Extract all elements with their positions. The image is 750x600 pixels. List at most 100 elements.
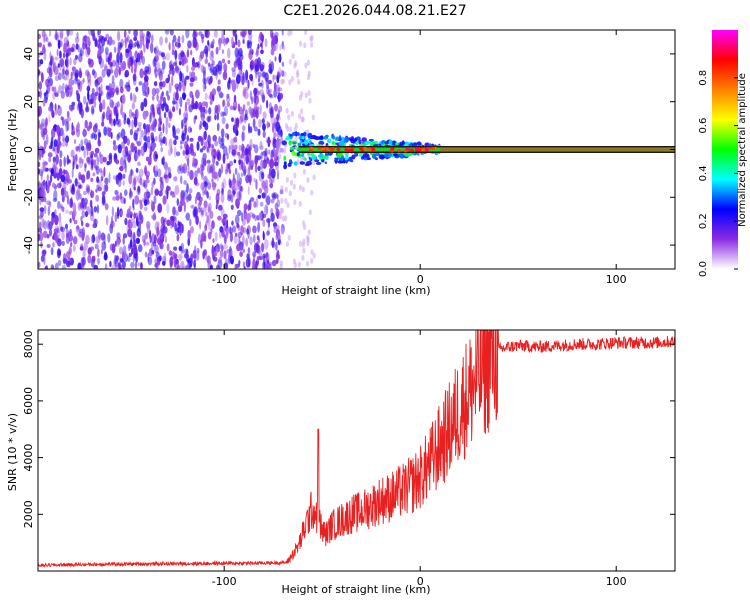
spectrogram-transition-cell <box>283 161 287 166</box>
spectrogram-noise-cell <box>246 101 251 106</box>
spectrogram-noise-cell <box>109 99 114 108</box>
spectrogram-noise-cell <box>220 128 225 138</box>
spectrogram-noise-cell <box>93 264 98 269</box>
spectrogram-noise-cell <box>173 246 178 251</box>
spectrogram-noise-cell <box>278 105 283 113</box>
spectrogram-noise-cell <box>75 43 79 50</box>
spectrogram-noise-cell <box>259 104 262 115</box>
spectrogram-noise-cell <box>222 213 228 219</box>
spectrogram-noise-cell <box>199 135 204 141</box>
spectrogram-noise-cell <box>170 146 173 155</box>
spectrogram-noise-cell <box>38 118 41 129</box>
spectrogram-noise-cell <box>226 249 231 254</box>
spectrogram-noise-cell <box>156 225 160 237</box>
spectrogram-noise-cell <box>139 177 143 186</box>
colorbar: 0.0 0.2 0.4 0.6 0.8 Normalized spectral ampl… <box>698 30 748 277</box>
spectrogram-noise-cell <box>124 217 128 226</box>
carrier-peak-cell <box>344 148 349 151</box>
spectrogram-noise-cell <box>54 209 57 216</box>
spectrogram-noise-cell <box>225 38 229 45</box>
spectrogram-noise-cell <box>54 92 59 98</box>
spectrogram-noise-cell <box>116 30 121 42</box>
spectrogram-noise-cell <box>151 95 155 101</box>
spectrogram-noise-cell <box>124 189 128 196</box>
spectrogram-noise-cell <box>272 222 278 227</box>
spectrogram-noise-cell <box>185 212 191 221</box>
spectrogram-noise-cell <box>47 180 51 189</box>
spectrogram-noise-cell <box>262 123 266 131</box>
spectrogram-noise-cell <box>257 194 262 199</box>
spectrogram-noise-cell <box>241 131 246 142</box>
spectrogram-noise-cell <box>130 243 133 249</box>
spectrogram-noise-cell <box>139 135 143 145</box>
spectrogram-noise-cell <box>95 235 101 244</box>
spectrogram-noise-cell <box>128 193 132 200</box>
spectrogram-noise-cell <box>162 123 165 134</box>
spectrogram-noise-cell <box>85 47 90 58</box>
spectrogram-noise-cell <box>273 81 277 91</box>
spectrogram-noise-cell <box>190 71 196 79</box>
spectrogram-noise-cell <box>82 248 86 260</box>
spectrogram-noise-cell <box>237 151 241 156</box>
spectrogram-noise-cell <box>147 160 152 166</box>
spectrogram-noise-cell <box>134 41 137 48</box>
spectrogram-noise-cell <box>114 189 118 196</box>
spectrogram-transition-cell <box>306 160 312 166</box>
spectrogram-noise-cell <box>186 258 191 264</box>
spectrogram-transition-cell <box>334 160 338 164</box>
spectrogram-noise-cell <box>61 206 65 213</box>
spectrogram-noise-cell <box>121 63 125 72</box>
spectrogram-noise-cell <box>234 33 238 42</box>
colorbar-label: Normalized spectral amplitude <box>737 73 748 227</box>
spectrogram-noise-cell <box>116 237 121 247</box>
spectrogram-noise-cell <box>51 214 54 226</box>
spectrogram-noise-cell <box>226 101 230 108</box>
spectrogram-noise-cell <box>66 260 71 268</box>
spectrogram-noise-cell <box>143 206 148 211</box>
spectrogram-noise-cell <box>281 30 284 36</box>
spectrogram-noise-cell <box>74 154 78 166</box>
spectrogram-noise-cell <box>204 122 209 131</box>
spectrogram-noise-cell <box>222 99 226 107</box>
spectrogram-noise-cell <box>218 136 222 145</box>
spectrogram-noise-cell <box>149 145 153 156</box>
spectrogram-noise-cell <box>42 44 46 55</box>
spectrogram-noise-cell <box>104 65 108 72</box>
spectrogram-noise-cell <box>178 245 183 252</box>
spectrogram-transition-cell <box>337 152 343 156</box>
spectrogram-noise-cell <box>215 46 219 55</box>
spectrogram-noise-cell <box>57 39 61 49</box>
spectrogram-noise-cell <box>97 186 102 192</box>
spectrogram-noise-cell <box>80 139 84 147</box>
spectrogram-transition-cell <box>348 156 353 162</box>
spectrogram-noise-cell <box>79 231 82 238</box>
spectrogram-noise-cell <box>245 155 249 165</box>
spectrogram-noise-cell <box>248 174 253 183</box>
spectrogram-noise-cell <box>197 167 201 174</box>
spectrogram-noise-cell <box>246 228 250 235</box>
spectrogram-noise-cell <box>105 215 109 226</box>
spectrogram-noise-cell <box>86 85 91 92</box>
spectrogram-noise-cell <box>164 37 168 44</box>
spectrogram-noise-cell <box>132 43 136 48</box>
spectrogram-noise-cell <box>161 103 165 112</box>
spectrogram-noise-cell <box>165 137 168 147</box>
spectrogram-noise-cell <box>232 190 236 196</box>
spectrogram-noise-cell <box>94 243 99 250</box>
spectrogram-noise-cell <box>250 65 254 70</box>
spectrogram-noise-cell <box>45 134 49 145</box>
spectrogram-noise-cell <box>233 189 236 198</box>
spectrogram-noise-cell <box>153 56 157 67</box>
spectrogram-noise-cell <box>133 177 137 187</box>
spectrogram-noise-cell <box>227 189 232 200</box>
spectrogram-noise-cell <box>183 112 186 119</box>
spectrogram-noise-cell <box>59 58 65 68</box>
spectrogram-noise-cell <box>177 165 181 175</box>
spectrogram-noise-cell <box>104 177 109 185</box>
spectrogram-noise-cell <box>95 156 99 162</box>
spectrogram-transition-cell <box>393 153 399 157</box>
spectrogram-noise-cell <box>150 112 154 117</box>
spectrogram-noise-cell <box>181 132 186 142</box>
spectrogram-noise-cell <box>130 168 133 176</box>
spectrogram-noise-cell <box>259 31 263 41</box>
